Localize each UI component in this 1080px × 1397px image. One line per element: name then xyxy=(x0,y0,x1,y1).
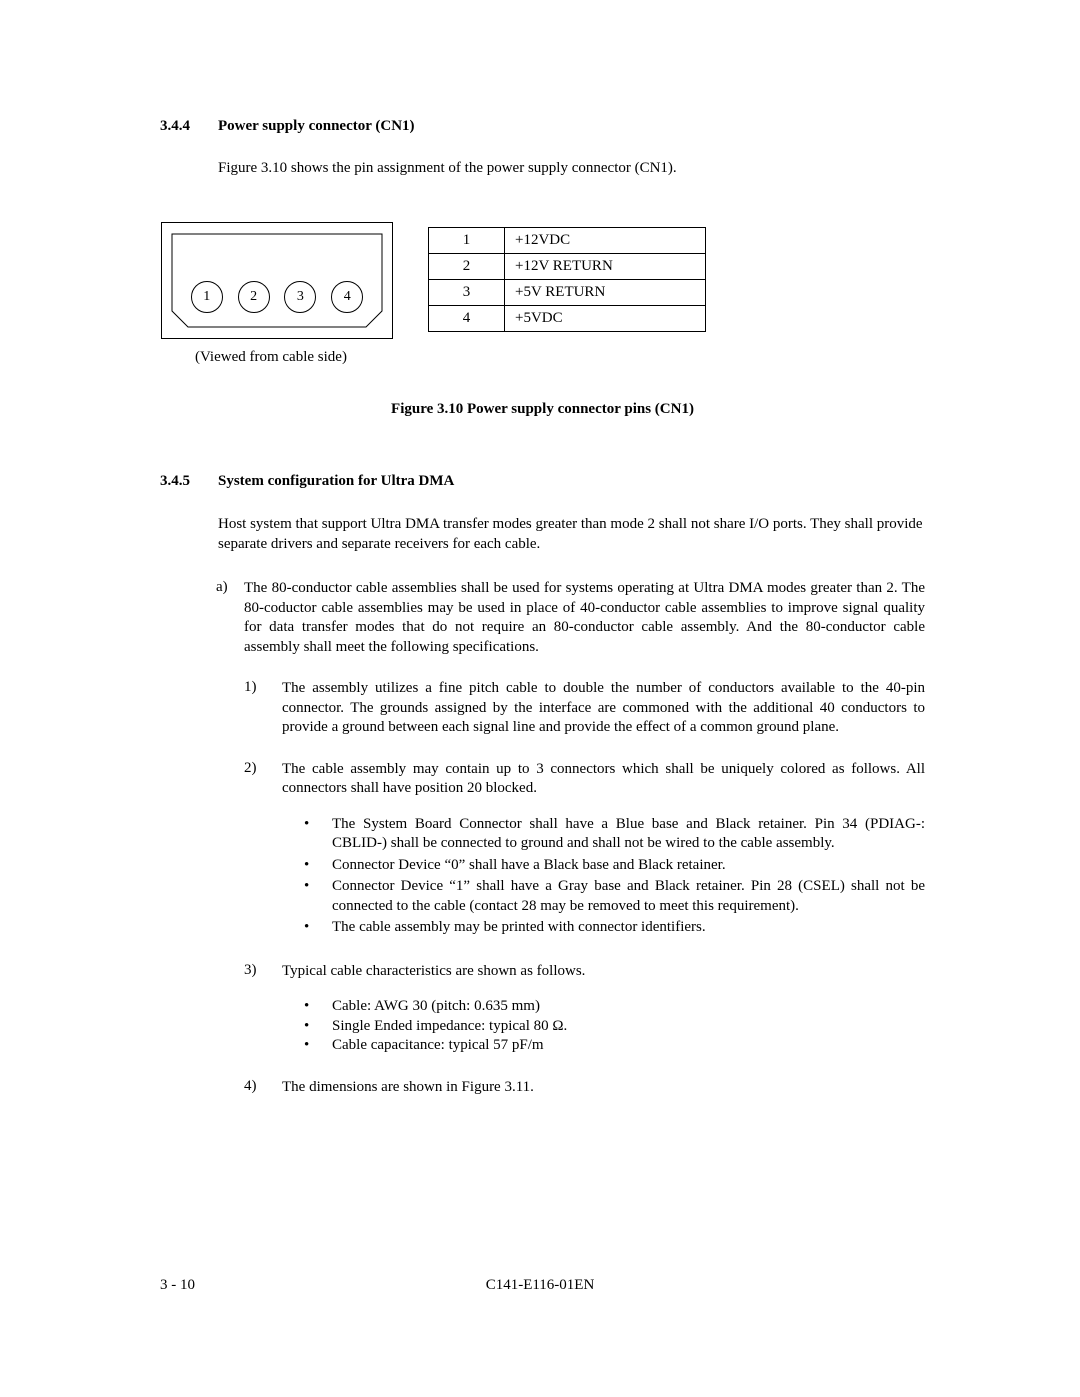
heading-title: System configuration for Ultra DMA xyxy=(218,473,454,489)
heading-3-4-5: 3.4.5System configuration for Ultra DMA xyxy=(160,473,925,490)
item-2: 2) The cable assembly may contain up to … xyxy=(244,760,925,940)
a-marker: a) xyxy=(216,579,244,657)
pin-circles: 1 2 3 4 xyxy=(171,281,383,313)
bullet-list-3: • Cable: AWG 30 (pitch: 0.635 mm) • Sing… xyxy=(304,997,925,1056)
table-row: 1 +12VDC xyxy=(429,228,706,254)
bullet-text: Single Ended impedance: typical 80 Ω. xyxy=(332,1017,925,1037)
item-text: Typical cable characteristics are shown … xyxy=(282,963,585,979)
table-row: 3 +5V RETURN xyxy=(429,280,706,306)
bullet-item: • Connector Device “0” shall have a Blac… xyxy=(304,856,925,876)
pin-2: 2 xyxy=(238,281,270,313)
table-row: 2 +12V RETURN xyxy=(429,254,706,280)
item-marker: 3) xyxy=(244,962,282,1056)
bullet-text: The cable assembly may be printed with c… xyxy=(332,918,925,938)
pin-1: 1 xyxy=(191,281,223,313)
document-id: C141-E116-01EN xyxy=(0,1277,1080,1294)
intro-paragraph: Figure 3.10 shows the pin assignment of … xyxy=(218,160,925,177)
item-text: The cable assembly may contain up to 3 c… xyxy=(282,761,925,797)
pin-desc: +5V RETURN xyxy=(505,280,706,306)
pin-3: 3 xyxy=(284,281,316,313)
pin-desc: +12V RETURN xyxy=(505,254,706,280)
pin-desc: +5VDC xyxy=(505,306,706,332)
bullet-item: • Single Ended impedance: typical 80 Ω. xyxy=(304,1017,925,1037)
bullet-list-2: • The System Board Connector shall have … xyxy=(304,815,925,938)
item-body: Typical cable characteristics are shown … xyxy=(282,962,925,1056)
figure-area: 1 2 3 4 1 +12VDC 2 +12V RETURN 3 +5V RET… xyxy=(160,222,925,339)
heading-number: 3.4.4 xyxy=(160,118,218,135)
item-1: 1) The assembly utilizes a fine pitch ca… xyxy=(244,679,925,738)
page: 3.4.4Power supply connector (CN1) Figure… xyxy=(0,0,1080,1097)
bullet-text: The System Board Connector shall have a … xyxy=(332,815,925,854)
bullet-text: Cable capacitance: typical 57 pF/m xyxy=(332,1036,925,1056)
a-body: The 80-conductor cable assemblies shall … xyxy=(244,579,925,657)
connector-diagram: 1 2 3 4 xyxy=(161,222,393,339)
pin-num: 1 xyxy=(429,228,505,254)
pin-desc: +12VDC xyxy=(505,228,706,254)
figure-caption: Figure 3.10 Power supply connector pins … xyxy=(160,401,925,418)
bullet-icon: • xyxy=(304,918,332,938)
item-marker: 4) xyxy=(244,1078,282,1098)
pin-num: 3 xyxy=(429,280,505,306)
bullet-icon: • xyxy=(304,1036,332,1056)
bullet-icon: • xyxy=(304,877,332,916)
bullet-item: • The System Board Connector shall have … xyxy=(304,815,925,854)
pin-4: 4 xyxy=(331,281,363,313)
bullet-icon: • xyxy=(304,1017,332,1037)
bullet-text: Connector Device “1” shall have a Gray b… xyxy=(332,877,925,916)
connector-shell: 1 2 3 4 xyxy=(171,233,383,328)
bullet-item: • Cable capacitance: typical 57 pF/m xyxy=(304,1036,925,1056)
bullet-text: Cable: AWG 30 (pitch: 0.635 mm) xyxy=(332,997,925,1017)
item-marker: 1) xyxy=(244,679,282,738)
bullet-icon: • xyxy=(304,856,332,876)
item-body: The assembly utilizes a fine pitch cable… xyxy=(282,679,925,738)
host-paragraph: Host system that support Ultra DMA trans… xyxy=(218,515,925,554)
pin-num: 4 xyxy=(429,306,505,332)
item-3: 3) Typical cable characteristics are sho… xyxy=(244,962,925,1056)
heading-title: Power supply connector (CN1) xyxy=(218,118,415,134)
heading-3-4-4: 3.4.4Power supply connector (CN1) xyxy=(160,118,925,135)
pin-num: 2 xyxy=(429,254,505,280)
bullet-text: Connector Device “0” shall have a Black … xyxy=(332,856,925,876)
item-marker: 2) xyxy=(244,760,282,940)
bullet-item: • Connector Device “1” shall have a Gray… xyxy=(304,877,925,916)
heading-number: 3.4.5 xyxy=(160,473,218,490)
bullet-item: • The cable assembly may be printed with… xyxy=(304,918,925,938)
bullet-item: • Cable: AWG 30 (pitch: 0.635 mm) xyxy=(304,997,925,1017)
item-a: a) The 80-conductor cable assemblies sha… xyxy=(216,579,925,657)
pin-table: 1 +12VDC 2 +12V RETURN 3 +5V RETURN 4 +5… xyxy=(428,227,706,332)
numbered-list: 1) The assembly utilizes a fine pitch ca… xyxy=(244,679,925,1097)
viewed-label: (Viewed from cable side) xyxy=(195,349,925,366)
bullet-icon: • xyxy=(304,815,332,854)
item-body: The cable assembly may contain up to 3 c… xyxy=(282,760,925,940)
table-row: 4 +5VDC xyxy=(429,306,706,332)
item-4: 4) The dimensions are shown in Figure 3.… xyxy=(244,1078,925,1098)
item-body: The dimensions are shown in Figure 3.11. xyxy=(282,1078,925,1098)
bullet-icon: • xyxy=(304,997,332,1017)
